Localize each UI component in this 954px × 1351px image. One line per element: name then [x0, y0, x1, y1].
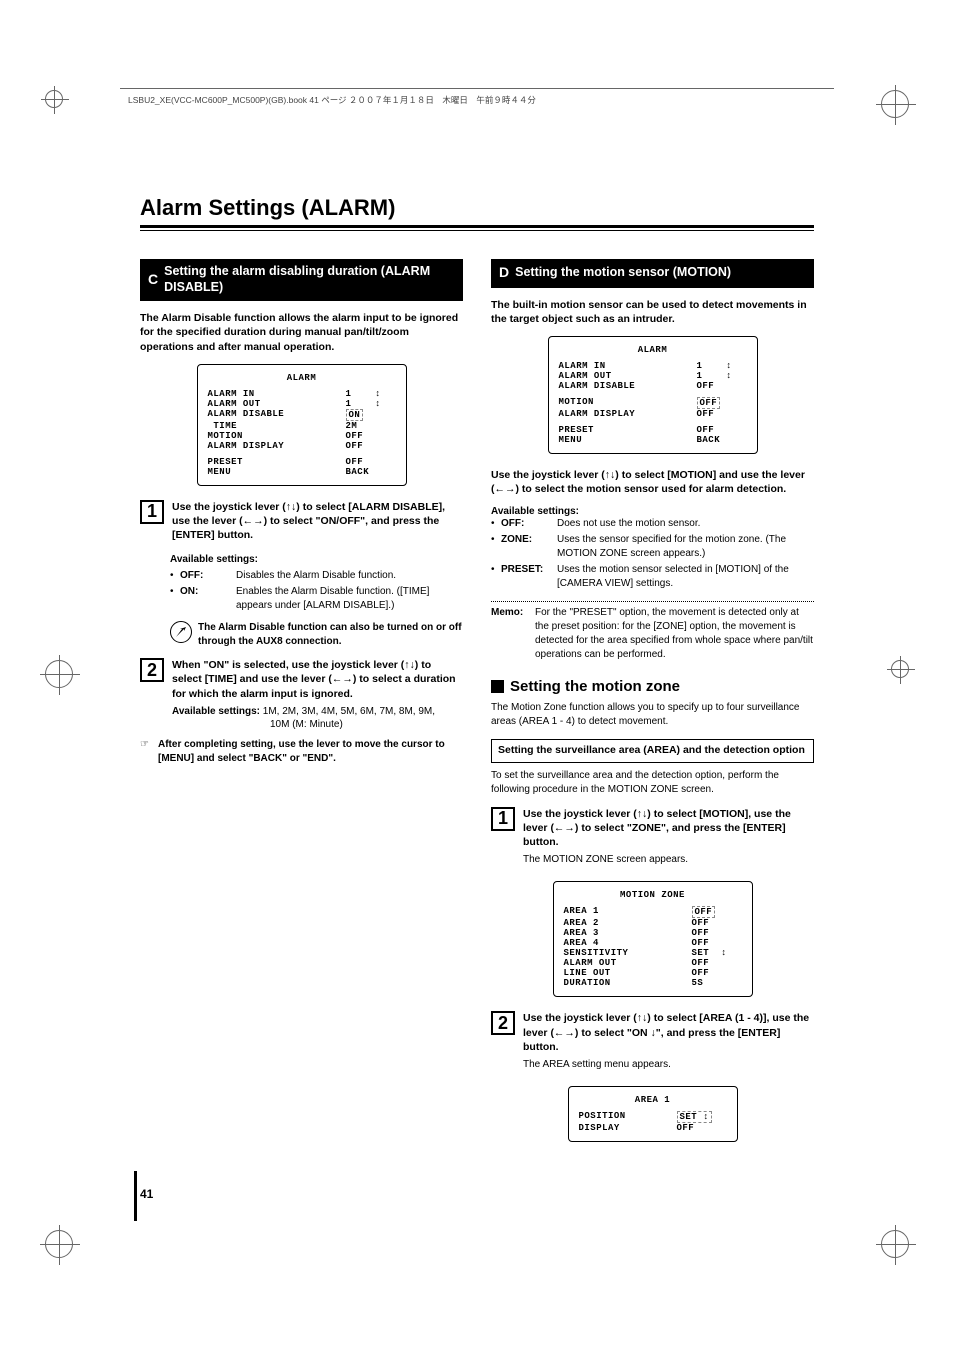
step-number: 2 — [491, 1011, 515, 1035]
header-rule — [120, 88, 834, 89]
step-desc: The MOTION ZONE screen appears. — [523, 853, 814, 867]
menu-row: DURATION5S — [564, 978, 742, 988]
available-settings-label: Available settings: — [172, 706, 260, 717]
step-number: 2 — [140, 658, 164, 682]
menu-row: AREA 1OFF — [564, 906, 742, 918]
menu-row: MENUBACK — [559, 435, 747, 445]
memo-text: For the "PRESET" option, the movement is… — [535, 606, 814, 662]
menu-row: POSITIONSET ↕ — [579, 1111, 727, 1123]
alarm-menu-box: ALARM ALARM IN1 ↕ALARM OUT1 ↕ALARM DISAB… — [197, 364, 407, 486]
menu-row: ALARM OUT1 ↕ — [208, 399, 396, 409]
section-header-c: C Setting the alarm disabling duration (… — [140, 259, 463, 301]
step-2: 2 Use the joystick lever (↑↓) to select … — [491, 1011, 814, 1078]
section-letter: D — [499, 264, 509, 282]
menu-row: ALARM IN1 ↕ — [559, 361, 747, 371]
tip-icon — [170, 621, 192, 643]
page-number-bar — [134, 1171, 137, 1221]
crop-mark — [881, 90, 909, 121]
menu-row: MOTIONOFF — [208, 431, 396, 441]
crop-mark — [45, 90, 63, 111]
available-values: 1M, 2M, 3M, 4M, 5M, 6M, 7M, 8M, 9M, — [263, 706, 435, 717]
menu-title: AREA 1 — [579, 1095, 727, 1105]
settings-list: •OFF:Does not use the motion sensor. •ZON… — [491, 517, 814, 591]
sub-box: Setting the surveillance area (AREA) and… — [491, 739, 814, 763]
menu-row: ALARM DISPLAYOFF — [559, 409, 747, 419]
menu-row: ALARM IN1 ↕ — [208, 389, 396, 399]
section-title: Setting the alarm disabling duration (AL… — [164, 264, 455, 295]
tip-box: The Alarm Disable function can also be t… — [170, 621, 463, 648]
list-item: •PRESET:Uses the motion sensor selected … — [491, 563, 814, 591]
crop-mark — [45, 660, 73, 691]
menu-row: LINE OUTOFF — [564, 968, 742, 978]
menu-row: SENSITIVITYSET ↕ — [564, 948, 742, 958]
step-title: Use the joystick lever (↑↓) to select [A… — [523, 1011, 814, 1054]
crop-mark — [881, 1230, 909, 1261]
dotted-separator — [491, 601, 814, 602]
menu-row: AREA 4OFF — [564, 938, 742, 948]
step-desc: The AREA setting menu appears. — [523, 1058, 814, 1072]
memo-block: Memo: For the "PRESET" option, the movem… — [491, 606, 814, 662]
alarm-menu-box: ALARM ALARM IN1 ↕ALARM OUT1 ↕ALARM DISAB… — [548, 336, 758, 454]
list-item: •OFF:Disables the Alarm Disable function… — [170, 569, 463, 583]
list-item: •ON:Enables the Alarm Disable function. … — [170, 585, 463, 613]
menu-row: AREA 3OFF — [564, 928, 742, 938]
step-title: When "ON" is selected, use the joystick … — [172, 658, 463, 701]
step-1: 1 Use the joystick lever (↑↓) to select … — [140, 500, 463, 547]
crop-mark — [891, 660, 909, 681]
settings-list: •OFF:Disables the Alarm Disable function… — [170, 569, 463, 613]
menu-row: ALARM DISABLEOFF — [559, 381, 747, 391]
available-values-2: 10M (M: Minute) — [270, 719, 463, 730]
menu-row: PRESETOFF — [559, 425, 747, 435]
right-column: D Setting the motion sensor (MOTION) The… — [487, 259, 814, 1156]
area-menu-box: AREA 1 POSITIONSET ↕DISPLAYOFF — [568, 1086, 738, 1142]
menu-row: ALARM DISABLEON — [208, 409, 396, 421]
section-intro: The Alarm Disable function allows the al… — [140, 311, 463, 354]
page-title: Alarm Settings (ALARM) — [140, 195, 814, 221]
square-bullet-icon — [491, 680, 504, 693]
section-intro: The built-in motion sensor can be used t… — [491, 298, 814, 326]
sub-intro: The Motion Zone function allows you to s… — [491, 701, 814, 729]
menu-row: MOTIONOFF — [559, 397, 747, 409]
section-title: Setting the motion sensor (MOTION) — [515, 265, 731, 281]
sub-box-desc: To set the surveillance area and the det… — [491, 769, 814, 797]
section-header-d: D Setting the motion sensor (MOTION) — [491, 259, 814, 288]
menu-title: ALARM — [208, 373, 396, 383]
menu-row: DISPLAYOFF — [579, 1123, 727, 1133]
memo-label: Memo: — [491, 606, 535, 662]
section-letter: C — [148, 271, 158, 289]
title-rule — [140, 225, 814, 231]
menu-row: ALARM OUTOFF — [564, 958, 742, 968]
sub-section-title: Setting the motion zone — [491, 678, 814, 695]
note-icon: ☞ — [140, 738, 158, 766]
motion-zone-menu-box: MOTION ZONE AREA 1OFFAREA 2OFFAREA 3OFFA… — [553, 881, 753, 997]
list-item: •OFF:Does not use the motion sensor. — [491, 517, 814, 531]
available-settings-label: Available settings: — [170, 554, 463, 565]
menu-title: ALARM — [559, 345, 747, 355]
step-2: 2 When "ON" is selected, use the joystic… — [140, 658, 463, 730]
tip-text: The Alarm Disable function can also be t… — [198, 621, 463, 648]
note-text: After completing setting, use the lever … — [158, 738, 463, 766]
page-number: 41 — [140, 1187, 153, 1201]
menu-row: PRESETOFF — [208, 457, 396, 467]
menu-row: MENUBACK — [208, 467, 396, 477]
menu-title: MOTION ZONE — [564, 890, 742, 900]
menu-row: ALARM OUT1 ↕ — [559, 371, 747, 381]
step-title: Use the joystick lever (↑↓) to select [A… — [172, 500, 463, 543]
crop-mark — [45, 1230, 73, 1261]
motion-instruction: Use the joystick lever (↑↓) to select [M… — [491, 468, 814, 496]
list-item: •ZONE:Uses the sensor specified for the … — [491, 533, 814, 561]
left-column: C Setting the alarm disabling duration (… — [140, 259, 463, 1156]
available-settings-label: Available settings: — [491, 506, 814, 517]
step-number: 1 — [140, 500, 164, 524]
step-title: Use the joystick lever (↑↓) to select [M… — [523, 807, 814, 850]
step-number: 1 — [491, 807, 515, 831]
menu-row: TIME2M — [208, 421, 396, 431]
step-1: 1 Use the joystick lever (↑↓) to select … — [491, 807, 814, 874]
menu-row: AREA 2OFF — [564, 918, 742, 928]
sub-title-text: Setting the motion zone — [510, 678, 680, 695]
menu-row: ALARM DISPLAYOFF — [208, 441, 396, 451]
footer-note: ☞ After completing setting, use the leve… — [140, 738, 463, 766]
header-text: LSBU2_XE(VCC-MC600P_MC500P)(GB).book 41 … — [128, 94, 536, 106]
